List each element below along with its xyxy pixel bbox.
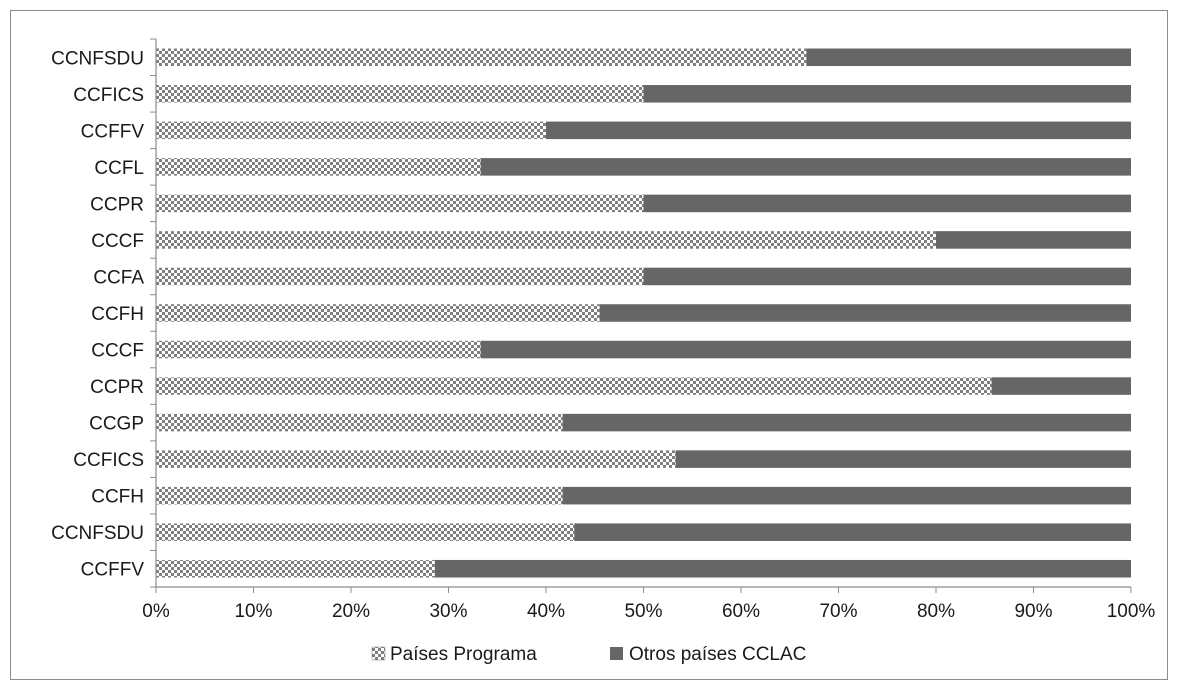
category-label: CCNFSDU: [51, 523, 144, 544]
x-tick-label: 30%: [429, 601, 467, 622]
bar-paises-programa-4: [156, 194, 644, 213]
x-tick-label: 50%: [624, 601, 662, 622]
legend-label-otros-paises: Otros países CCLAC: [629, 644, 806, 665]
bar-otros-paises-2: [546, 121, 1131, 140]
bar-paises-programa-9: [156, 377, 992, 395]
category-label: CCFICS: [73, 450, 144, 471]
bar-otros-paises-3: [480, 158, 1131, 176]
bar-otros-paises-9: [991, 377, 1131, 395]
category-labels: CCNFSDU CCFICS CCFFV CCFL CCPR CCCF CCFA CCFH CC…: [51, 48, 144, 580]
category-label: CCFFV: [81, 121, 145, 142]
bar-paises-programa-5: [156, 231, 936, 249]
x-tick-label: 70%: [819, 601, 857, 622]
x-tick-label: 60%: [722, 601, 760, 622]
bar-otros-paises-13: [574, 523, 1131, 541]
axes-group: [150, 38, 1132, 593]
legend-swatch-otros-paises: [610, 647, 623, 660]
x-tick-label: 40%: [527, 601, 565, 622]
bar-otros-paises-8: [480, 340, 1131, 359]
bar-paises-programa-13: [156, 523, 575, 541]
category-label: CCFFV: [81, 560, 145, 581]
bar-otros-paises-11: [675, 450, 1131, 468]
category-label: CCFICS: [73, 85, 144, 106]
bar-paises-programa-7: [156, 304, 600, 322]
category-label: CCCF: [91, 341, 144, 362]
bar-paises-programa-11: [156, 450, 676, 468]
legend-label-paises-programa: Países Programa: [390, 644, 537, 665]
bars-group: [156, 48, 1132, 578]
bar-otros-paises-6: [643, 267, 1131, 286]
category-label: CCCF: [91, 231, 144, 252]
bar-otros-paises-10: [562, 413, 1131, 432]
category-label: CCFL: [94, 158, 144, 179]
bar-otros-paises-1: [643, 85, 1131, 103]
legend-swatch-paises-programa: [371, 646, 386, 661]
bar-paises-programa-3: [156, 158, 481, 176]
category-label: CCFA: [93, 267, 144, 288]
bar-otros-paises-12: [562, 486, 1131, 505]
x-tick-label: 20%: [332, 601, 370, 622]
category-label: CCGP: [89, 414, 144, 435]
legend: Países Programa Otros países CCLAC: [371, 644, 806, 665]
category-label: CCFH: [91, 487, 144, 508]
bar-paises-programa-14: [156, 559, 435, 578]
bar-paises-programa-12: [156, 486, 563, 505]
bar-otros-paises-5: [936, 231, 1131, 249]
x-tick-label: 100%: [1107, 601, 1156, 622]
category-label: CCPR: [90, 377, 144, 398]
category-label: CCNFSDU: [51, 48, 144, 69]
bar-paises-programa-8: [156, 340, 481, 359]
bar-otros-paises-14: [434, 559, 1132, 578]
x-tick-label: 0%: [142, 601, 170, 622]
bar-paises-programa-2: [156, 121, 546, 140]
bar-paises-programa-6: [156, 267, 644, 286]
tick-labels: 0% 10% 20% 30% 40% 50% 60% 70% 80% 90% 100%: [142, 601, 1155, 622]
bar-otros-paises-4: [643, 194, 1131, 213]
category-label: CCFH: [91, 304, 144, 325]
bar-otros-paises-0: [806, 48, 1131, 67]
bar-paises-programa-0: [156, 48, 807, 67]
x-tick-label: 10%: [234, 601, 272, 622]
x-tick-label: 90%: [1014, 601, 1052, 622]
bar-paises-programa-1: [156, 85, 644, 103]
category-label: CCPR: [90, 194, 144, 215]
x-tick-label: 80%: [917, 601, 955, 622]
bar-otros-paises-7: [599, 304, 1131, 322]
bar-paises-programa-10: [156, 413, 563, 432]
